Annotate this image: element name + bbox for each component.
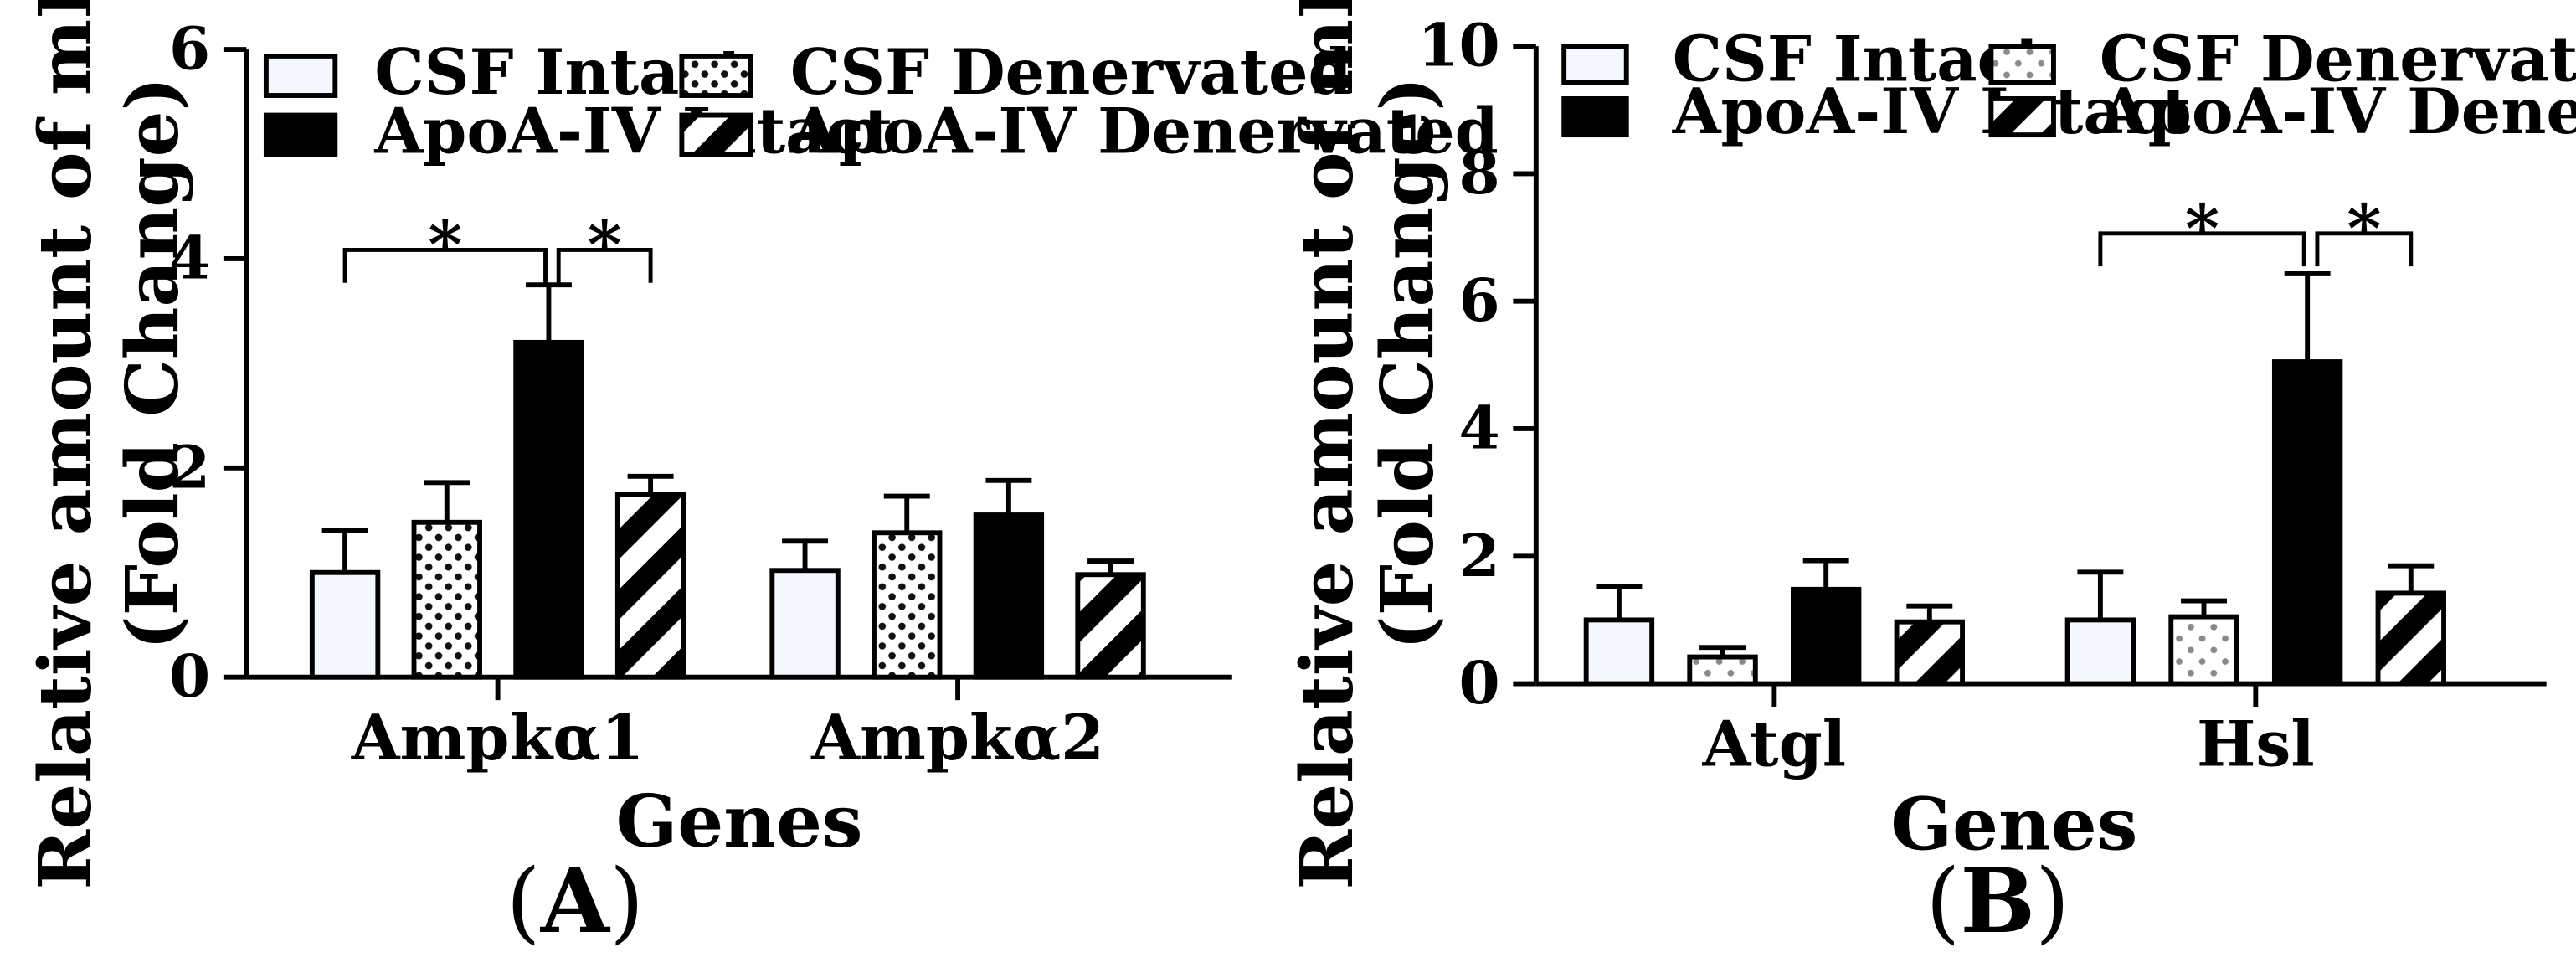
legend-label: ApoA-IV Denervated: [789, 95, 1499, 168]
significance-bracket: [2098, 231, 2306, 267]
panel-b: 0 2 4 6 8 10 Atgl Hsl * * CSF Intact CSF Denervated…: [1285, 0, 2576, 953]
significance-bracket: [2315, 231, 2414, 267]
bar: [411, 519, 482, 680]
legend-label: CSF Denervated: [2100, 22, 2576, 95]
significance-bracket: [342, 248, 548, 283]
bar: [309, 569, 381, 680]
legend-swatch: [263, 112, 338, 157]
bar: [872, 530, 943, 680]
y-tick-label: 6: [169, 14, 210, 84]
significance-star: *: [2185, 189, 2219, 267]
bar: [2064, 617, 2136, 687]
y-tick-label: 4: [169, 223, 210, 292]
y-tick-label: 2: [1458, 521, 1499, 590]
legend-swatch: [1561, 95, 1629, 138]
bar: [2271, 359, 2343, 687]
legend-label: CSF Intact: [1673, 22, 2044, 95]
y-tick-label: 0: [169, 641, 210, 711]
bar: [1687, 654, 1758, 687]
legend-swatch: [679, 112, 753, 157]
legend-label: ApoA-IV Denervated: [2099, 75, 2576, 148]
bar: [1075, 572, 1146, 680]
y-tick-label: 2: [169, 432, 210, 502]
legend-swatch: [679, 53, 753, 98]
bar: [513, 339, 584, 680]
legend-swatch: [1561, 44, 1629, 85]
y-axis-title-line1: Relative amount of mRNA: [23, 0, 108, 890]
category-label: Hsl: [2197, 708, 2315, 781]
bar: [973, 512, 1045, 680]
category-label: Atgl: [1702, 708, 1846, 781]
significance-star: *: [2347, 189, 2381, 267]
y-tick-label: 10: [1417, 11, 1499, 80]
legend-label: CSF Denervated: [790, 35, 1352, 109]
category-label: Ampkα1: [351, 701, 645, 775]
y-tick-label: 6: [1458, 265, 1499, 335]
y-tick-label: 4: [1458, 394, 1499, 463]
x-axis-title: Genes: [616, 780, 863, 864]
bar: [769, 568, 841, 680]
legend-swatch: [1988, 95, 2056, 138]
panel-label: (A): [506, 849, 644, 953]
x-axis-title: Genes: [1890, 783, 2137, 867]
significance-bracket: [556, 248, 653, 283]
legend-label: ApoA-IV Intact: [373, 95, 892, 168]
category-label: Ampkα2: [810, 701, 1104, 775]
y-tick-label: 8: [1458, 138, 1499, 208]
bar: [614, 492, 686, 680]
significance-star: *: [428, 206, 462, 284]
panel-label: (B): [1926, 849, 2070, 953]
bar: [1790, 586, 1862, 687]
legend-swatch: [1988, 44, 2056, 85]
y-axis-title-line2: (Fold Change): [111, 77, 195, 651]
bar: [2375, 590, 2446, 687]
significance-star: *: [588, 206, 622, 284]
legend-label: ApoA-IV Intact: [1672, 75, 2191, 148]
y-axis-title-line2: (Fold Change): [1365, 77, 1450, 651]
bar: [1583, 617, 1655, 687]
y-axis-title-line1: Relative amount of mRNA: [1285, 0, 1370, 890]
bar: [1894, 619, 1965, 687]
legend-swatch: [263, 53, 338, 98]
bar: [2168, 614, 2239, 687]
y-tick-label: 0: [1458, 648, 1499, 718]
